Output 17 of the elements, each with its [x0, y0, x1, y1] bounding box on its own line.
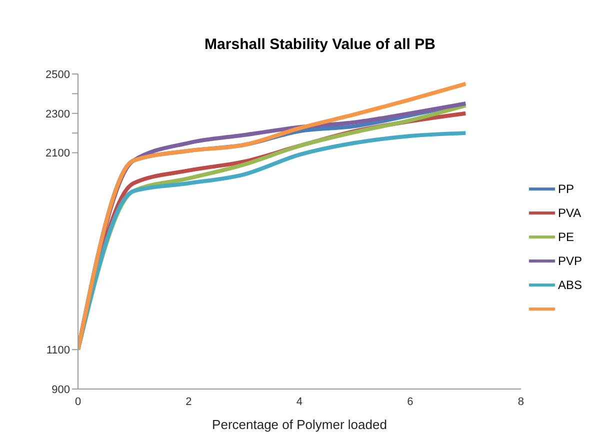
- x-axis-title: Percentage of Polymer loaded: [212, 417, 387, 432]
- y-tick-label: 2500: [46, 68, 70, 81]
- y-tick-label: 900: [52, 384, 70, 396]
- y-tick-label: 2100: [46, 148, 70, 160]
- x-tick-label: 8: [518, 396, 524, 408]
- legend-label: ABS: [558, 278, 582, 292]
- y-tick-label: 2300: [46, 108, 70, 120]
- x-tick-label: 6: [407, 396, 414, 408]
- y-tick-label: 1100: [46, 344, 70, 357]
- legend-label: PVA: [558, 206, 582, 220]
- x-tick-label: 2: [186, 396, 192, 408]
- x-tick-label: 4: [296, 396, 303, 408]
- legend-label: PE: [558, 230, 574, 244]
- legend-label: PP: [558, 182, 574, 196]
- x-tick-label: 0: [74, 396, 82, 408]
- legend-label: PVP: [558, 254, 582, 268]
- chart-title: Marshall Stability Value of all PB: [204, 35, 436, 55]
